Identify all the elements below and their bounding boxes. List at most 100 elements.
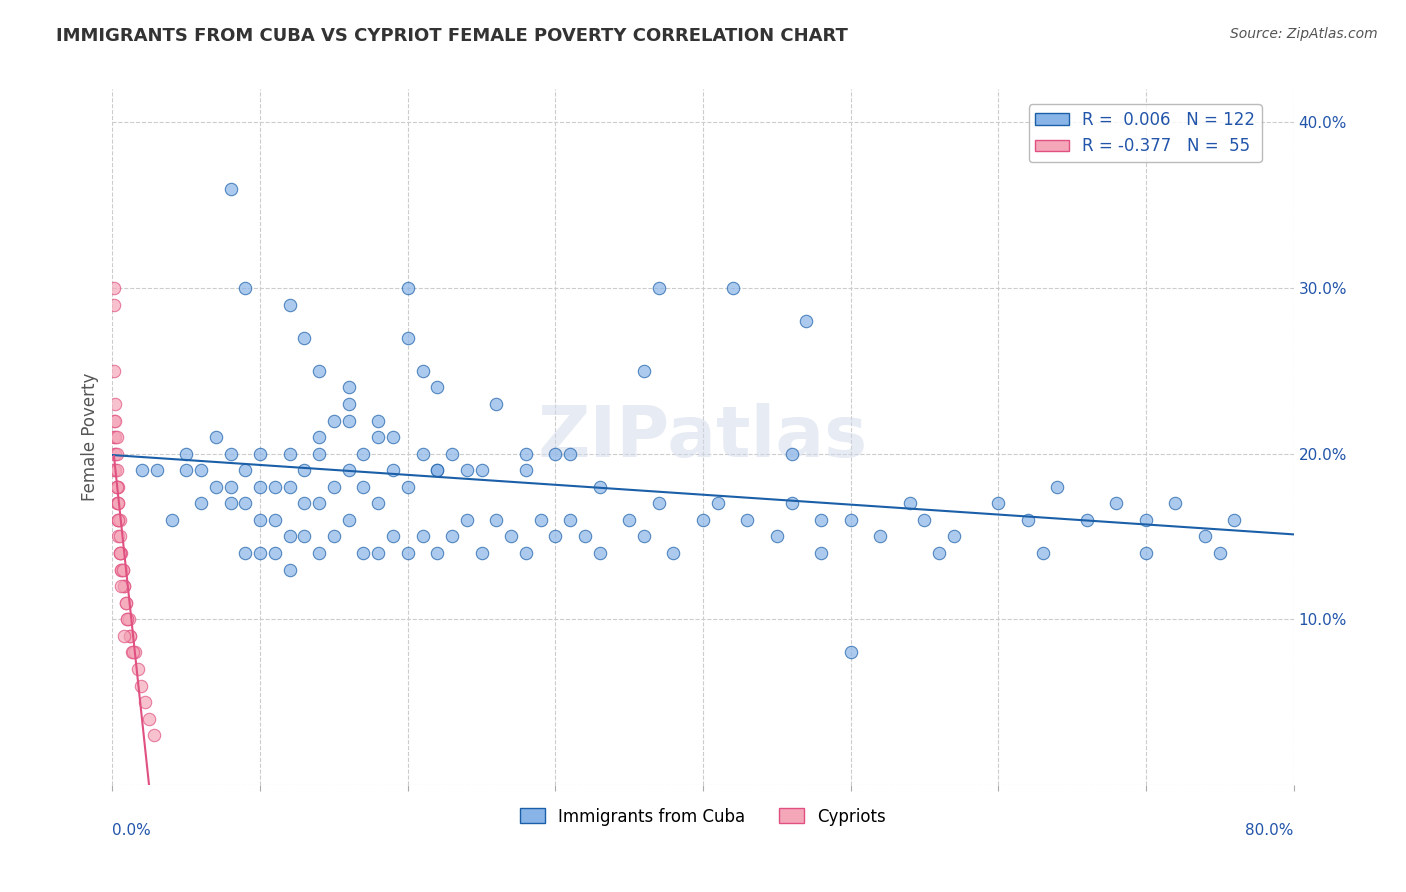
Immigrants from Cuba	[1076, 513, 1098, 527]
Immigrants from Cuba	[558, 513, 582, 527]
Cypriots	[117, 612, 138, 626]
Cypriots	[104, 447, 127, 461]
Immigrants from Cuba	[633, 364, 655, 378]
Immigrants from Cuba	[501, 529, 523, 543]
Cypriots	[108, 546, 131, 560]
Cypriots	[111, 563, 134, 577]
Cypriots	[129, 679, 152, 693]
Immigrants from Cuba	[382, 430, 405, 444]
Cypriots	[110, 563, 132, 577]
Immigrants from Cuba	[249, 546, 271, 560]
Immigrants from Cuba	[249, 480, 271, 494]
Immigrants from Cuba	[456, 463, 478, 477]
Cypriots	[105, 480, 128, 494]
Immigrants from Cuba	[292, 463, 315, 477]
Immigrants from Cuba	[529, 513, 551, 527]
Cypriots	[114, 596, 136, 610]
Immigrants from Cuba	[485, 397, 508, 411]
Immigrants from Cuba	[337, 413, 360, 427]
Immigrants from Cuba	[233, 463, 256, 477]
Cypriots	[103, 463, 125, 477]
Immigrants from Cuba	[470, 546, 494, 560]
Immigrants from Cuba	[544, 529, 567, 543]
Cypriots	[114, 596, 136, 610]
Immigrants from Cuba	[352, 447, 374, 461]
Immigrants from Cuba	[470, 463, 494, 477]
Legend: Immigrants from Cuba, Cypriots: Immigrants from Cuba, Cypriots	[513, 801, 893, 832]
Cypriots	[120, 629, 142, 643]
Immigrants from Cuba	[515, 463, 537, 477]
Immigrants from Cuba	[174, 447, 197, 461]
Cypriots	[117, 612, 138, 626]
Immigrants from Cuba	[367, 546, 389, 560]
Immigrants from Cuba	[426, 380, 449, 394]
Cypriots	[105, 447, 128, 461]
Immigrants from Cuba	[662, 546, 685, 560]
Cypriots	[105, 480, 128, 494]
Cypriots	[103, 430, 125, 444]
Immigrants from Cuba	[219, 447, 242, 461]
Immigrants from Cuba	[721, 281, 744, 295]
Cypriots	[107, 529, 129, 543]
Immigrants from Cuba	[869, 529, 891, 543]
Cypriots	[107, 513, 129, 527]
Cypriots	[107, 496, 129, 510]
Immigrants from Cuba	[337, 397, 360, 411]
Immigrants from Cuba	[839, 513, 862, 527]
Immigrants from Cuba	[205, 430, 228, 444]
Cypriots	[107, 480, 129, 494]
Cypriots	[103, 297, 125, 311]
Immigrants from Cuba	[219, 496, 242, 510]
Immigrants from Cuba	[1208, 546, 1232, 560]
Text: Source: ZipAtlas.com: Source: ZipAtlas.com	[1230, 27, 1378, 41]
Cypriots	[105, 463, 128, 477]
Immigrants from Cuba	[426, 463, 449, 477]
Immigrants from Cuba	[987, 496, 1010, 510]
Immigrants from Cuba	[131, 463, 153, 477]
Cypriots	[124, 645, 146, 659]
Immigrants from Cuba	[441, 529, 464, 543]
Immigrants from Cuba	[1105, 496, 1128, 510]
Cypriots	[104, 447, 127, 461]
Immigrants from Cuba	[278, 563, 301, 577]
Immigrants from Cuba	[485, 513, 508, 527]
Immigrants from Cuba	[411, 529, 433, 543]
Immigrants from Cuba	[219, 480, 242, 494]
Immigrants from Cuba	[1194, 529, 1216, 543]
Cypriots	[104, 397, 127, 411]
Cypriots	[118, 612, 141, 626]
Text: IMMIGRANTS FROM CUBA VS CYPRIOT FEMALE POVERTY CORRELATION CHART: IMMIGRANTS FROM CUBA VS CYPRIOT FEMALE P…	[56, 27, 848, 45]
Immigrants from Cuba	[205, 480, 228, 494]
Immigrants from Cuba	[737, 513, 759, 527]
Immigrants from Cuba	[1135, 546, 1157, 560]
Immigrants from Cuba	[1017, 513, 1039, 527]
Immigrants from Cuba	[1223, 513, 1246, 527]
Cypriots	[120, 629, 142, 643]
Immigrants from Cuba	[396, 281, 419, 295]
Cypriots	[103, 364, 125, 378]
Immigrants from Cuba	[278, 480, 301, 494]
Immigrants from Cuba	[249, 513, 271, 527]
Text: 80.0%: 80.0%	[1246, 823, 1294, 838]
Immigrants from Cuba	[619, 513, 641, 527]
Immigrants from Cuba	[426, 463, 449, 477]
Immigrants from Cuba	[323, 413, 346, 427]
Immigrants from Cuba	[810, 513, 832, 527]
Immigrants from Cuba	[233, 496, 256, 510]
Immigrants from Cuba	[160, 513, 183, 527]
Immigrants from Cuba	[411, 447, 433, 461]
Immigrants from Cuba	[352, 480, 374, 494]
Immigrants from Cuba	[396, 480, 419, 494]
Immigrants from Cuba	[914, 513, 936, 527]
Y-axis label: Female Poverty: Female Poverty	[80, 373, 98, 501]
Cypriots	[112, 629, 135, 643]
Cypriots	[105, 480, 128, 494]
Immigrants from Cuba	[574, 529, 596, 543]
Immigrants from Cuba	[692, 513, 714, 527]
Cypriots	[127, 662, 149, 676]
Cypriots	[121, 645, 143, 659]
Cypriots	[110, 579, 132, 593]
Cypriots	[108, 513, 131, 527]
Immigrants from Cuba	[898, 496, 921, 510]
Immigrants from Cuba	[396, 546, 419, 560]
